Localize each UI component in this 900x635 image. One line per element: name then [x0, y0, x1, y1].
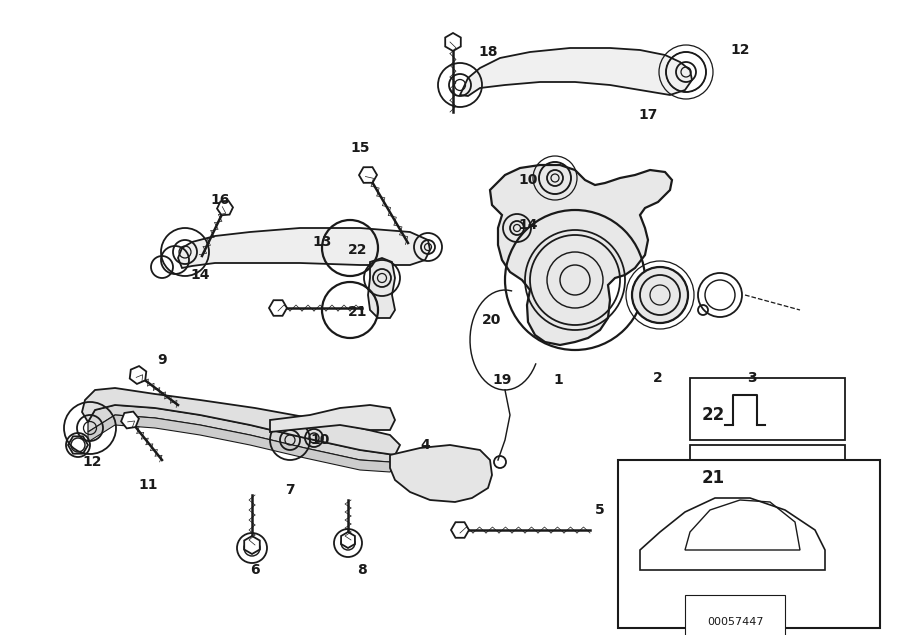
Polygon shape [390, 445, 492, 502]
Circle shape [632, 267, 688, 323]
Text: 8: 8 [357, 563, 367, 577]
Polygon shape [178, 228, 430, 268]
Text: 18: 18 [478, 45, 498, 59]
Polygon shape [490, 165, 672, 345]
Polygon shape [130, 366, 147, 384]
FancyBboxPatch shape [690, 378, 845, 440]
Text: 20: 20 [482, 313, 501, 327]
Polygon shape [451, 522, 469, 538]
Text: 9: 9 [158, 353, 166, 367]
Circle shape [773, 550, 817, 594]
Polygon shape [368, 258, 395, 318]
Text: 22: 22 [702, 406, 725, 424]
Polygon shape [82, 388, 400, 455]
Text: 5: 5 [595, 503, 605, 517]
Polygon shape [270, 405, 395, 432]
Polygon shape [244, 536, 260, 554]
Text: 2: 2 [653, 371, 663, 385]
Text: 6: 6 [250, 563, 260, 577]
FancyBboxPatch shape [618, 460, 880, 628]
Text: 19: 19 [492, 373, 512, 387]
Circle shape [736, 462, 764, 490]
Text: 13: 13 [312, 235, 332, 249]
Text: 1: 1 [554, 373, 562, 387]
Polygon shape [460, 48, 692, 96]
Text: 3: 3 [747, 371, 757, 385]
Text: 11: 11 [139, 478, 158, 492]
Text: 21: 21 [348, 305, 368, 319]
Text: 12: 12 [730, 43, 750, 57]
Text: 16: 16 [211, 193, 230, 207]
Text: 17: 17 [638, 108, 658, 122]
Text: 4: 4 [420, 438, 430, 452]
Text: 00057447: 00057447 [706, 617, 763, 627]
Polygon shape [359, 167, 377, 183]
Text: 12: 12 [82, 455, 102, 469]
Polygon shape [88, 415, 395, 472]
Circle shape [785, 562, 805, 582]
Polygon shape [88, 405, 395, 462]
Text: 21: 21 [702, 469, 725, 487]
Text: 14: 14 [190, 268, 210, 282]
Polygon shape [446, 33, 461, 51]
Text: 10: 10 [310, 433, 329, 447]
Text: 7: 7 [285, 483, 295, 497]
Text: 10: 10 [518, 173, 537, 187]
Text: 15: 15 [350, 141, 370, 155]
Text: 14: 14 [518, 218, 538, 232]
Circle shape [655, 550, 699, 594]
Text: 22: 22 [348, 243, 368, 257]
Polygon shape [341, 532, 355, 548]
Polygon shape [122, 411, 139, 429]
Polygon shape [217, 201, 233, 215]
Polygon shape [269, 300, 287, 316]
FancyBboxPatch shape [690, 445, 845, 507]
